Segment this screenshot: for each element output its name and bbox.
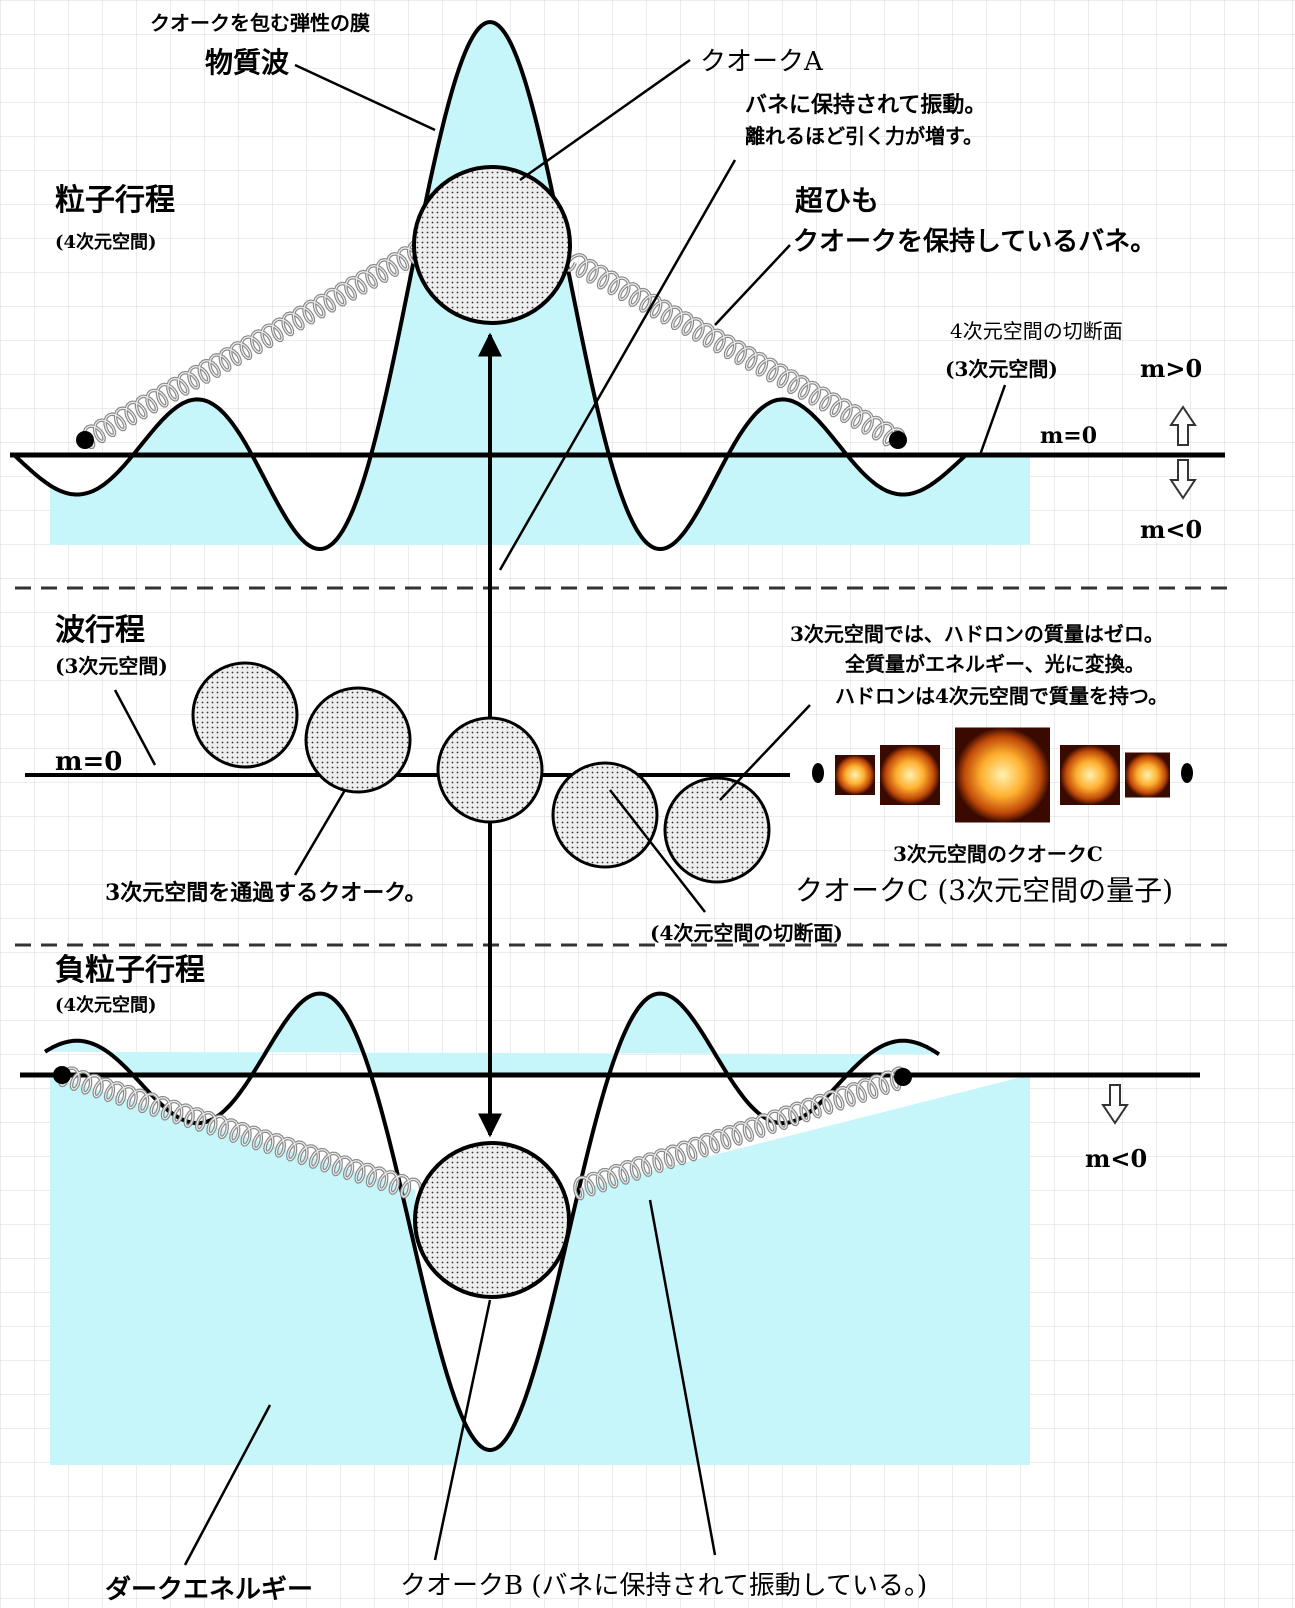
label: クオークを保持しているバネ。 [793, 227, 1156, 257]
label: クオークA [700, 47, 824, 77]
label: 物質波 [205, 46, 290, 79]
page: クオークを包む弾性の膜物質波 クオークA バネに保持されて振動。離れるほど引く力が増… [0, 0, 1295, 1608]
anchor-dot [894, 1068, 912, 1086]
hadron-light [880, 745, 940, 805]
hadron-light [835, 755, 875, 795]
passing-quark [193, 663, 297, 767]
label: (4次元空間) [55, 231, 157, 253]
label: m=0 [1040, 423, 1097, 449]
hadron-end [812, 763, 824, 783]
label: (3次元空間) [945, 357, 1058, 381]
label: クオークを包む弾性の膜 [150, 11, 370, 35]
label: 3次元空間では、ハドロンの質量はゼロ。 [790, 622, 1164, 646]
hadron-light [1060, 745, 1120, 805]
label: 超ひも [795, 184, 879, 217]
label: クオークB (バネに保持されて振動している。) [400, 1571, 927, 1601]
anchor-dot [889, 431, 907, 449]
label: 4次元空間の切断面 [950, 319, 1123, 343]
label: 負粒子行程 [55, 953, 205, 988]
label: m>0 [1140, 354, 1202, 383]
label: ハドロンは4次元空間で質量を持つ。 [835, 684, 1168, 708]
label: ダークエネルギー [105, 1574, 313, 1605]
label: m<0 [1140, 515, 1202, 544]
passing-quark [306, 688, 410, 792]
passing-quark [665, 778, 769, 882]
hadron-light [1125, 753, 1170, 798]
hadron-end [1181, 763, 1193, 783]
passing-quark [438, 718, 542, 822]
label: バネに保持されて振動。 [745, 92, 986, 118]
label: m<0 [1085, 1144, 1147, 1173]
label: 3次元空間のクオークC [893, 842, 1103, 866]
anchor-dot [53, 1066, 71, 1084]
label: m=0 [55, 747, 122, 777]
label: クオークC (3次元空間の量子) [795, 874, 1173, 907]
label: (4次元空間の切断面) [650, 921, 843, 945]
diagram: クオークを包む弾性の膜物質波 クオークA バネに保持されて振動。離れるほど引く力が増… [0, 0, 1295, 1608]
label: 離れるほど引く力が増す。 [745, 124, 983, 148]
label: (4次元空間) [55, 994, 157, 1016]
label: 波行程 [55, 613, 145, 648]
label: (3次元空間) [55, 654, 168, 678]
quark-a [414, 167, 570, 323]
quark-b [415, 1143, 569, 1297]
label: 粒子行程 [55, 183, 175, 218]
label: 全質量がエネルギー、光に変換。 [844, 652, 1145, 676]
label: 3次元空間を通過するクオーク。 [105, 880, 427, 906]
anchor-dot [76, 431, 94, 449]
passing-quark [553, 763, 657, 867]
hadron-light [955, 728, 1050, 823]
